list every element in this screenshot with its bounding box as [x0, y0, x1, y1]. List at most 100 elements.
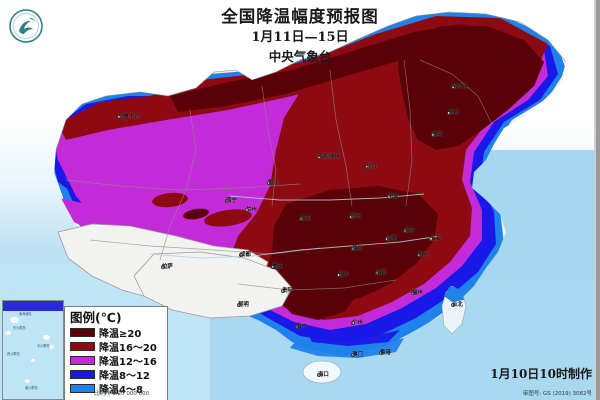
legend-rows: 降温≥20 降温16～20 降温12～16 降温8～12 降温4～8 — [70, 326, 163, 396]
legend-swatch — [70, 328, 95, 337]
inset-island-b — [5, 331, 11, 335]
inset-label-2: 中沙群岛 — [37, 344, 50, 348]
city-dot — [239, 253, 243, 257]
city-label: 南昌 — [376, 270, 387, 276]
city-dot — [281, 289, 285, 293]
legend-swatch — [70, 384, 95, 393]
city-dot — [375, 271, 379, 275]
inset-label-1: 东沙群岛 — [13, 326, 26, 330]
logo-inner-circle — [13, 13, 39, 39]
inset-island-c — [43, 335, 50, 340]
city-dot — [351, 321, 355, 325]
logo-swirl-icon — [19, 20, 33, 34]
legend-title: 图例(℃) — [70, 310, 122, 325]
scale-bar-text: 比例尺 1:20 000 000 — [94, 391, 150, 397]
city-dot — [379, 351, 383, 355]
logo-accent-icon — [30, 18, 35, 22]
city-label: 郑州 — [350, 214, 361, 220]
south-china-sea-inset-map: 南海诸岛 东沙群岛 中沙群岛 西沙群岛 南沙群岛 — [2, 300, 64, 400]
city-label: 哈尔滨 — [452, 84, 469, 90]
inset-island-f — [25, 379, 30, 383]
inset-label-0: 南海诸岛 — [19, 312, 32, 316]
legend-label: 降温≥20 — [99, 329, 142, 340]
city-dot — [161, 265, 165, 269]
city-dot — [317, 373, 321, 377]
city-dot — [299, 217, 303, 221]
city-label: 香港 — [380, 350, 391, 356]
pocket-16-20-b — [152, 192, 188, 208]
city-label: 北京 — [366, 164, 377, 170]
city-label: 武汉 — [352, 246, 363, 252]
rivers — [149, 193, 441, 259]
city-label: 长沙 — [338, 272, 349, 278]
inset-label-3: 西沙群岛 — [7, 352, 20, 356]
legend-label: 降温8～12 — [99, 371, 150, 382]
city-dot — [403, 229, 407, 233]
right-border-inner — [594, 0, 596, 400]
city-label: 银川 — [268, 180, 279, 186]
city-dot — [225, 199, 229, 203]
city-dot — [337, 273, 341, 277]
inset-cooling-strip — [3, 301, 63, 311]
city-label: 昆明 — [238, 302, 249, 308]
pocket-16-20-a — [204, 209, 252, 227]
logo-outer-circle — [9, 9, 43, 43]
right-border-strip — [596, 0, 600, 400]
city-dot — [365, 165, 369, 169]
city-label: 南宁 — [296, 324, 307, 330]
city-dot — [387, 195, 391, 199]
hainan-island — [302, 360, 342, 384]
city-label: 广州 — [352, 320, 363, 326]
city-dot — [417, 253, 421, 257]
city-label: 福州 — [412, 290, 423, 296]
legend-item: 降温12～16 — [70, 354, 163, 368]
city-label: 拉萨 — [162, 264, 173, 270]
city-dot — [451, 85, 455, 89]
city-label: 南京 — [404, 228, 415, 234]
legend-swatch — [70, 370, 95, 379]
temperature-drop-bands — [54, 12, 566, 356]
legend-swatch — [70, 342, 95, 351]
production-timestamp: 1月10日10时制作 — [490, 367, 592, 381]
city-label: 重庆 — [272, 264, 283, 270]
city-dot — [385, 237, 389, 241]
city-dot — [429, 237, 433, 241]
city-dot — [271, 265, 275, 269]
city-label: 杭州 — [418, 252, 429, 258]
cma-logo — [6, 6, 46, 46]
city-dot — [451, 303, 455, 307]
band-8-12-south-coast — [306, 330, 400, 346]
inset-label-4: 南沙群岛 — [25, 386, 38, 390]
city-label: 海口 — [318, 372, 329, 378]
city-dot — [237, 303, 241, 307]
city-dot — [267, 181, 271, 185]
legend-item: 降温8～12 — [70, 368, 163, 382]
city-label: 西宁 — [226, 198, 237, 204]
legend-item: 降温4～8 — [70, 382, 163, 396]
legend-label: 降温4～8 — [99, 385, 143, 396]
city-dot — [351, 247, 355, 251]
band-ge-20-northeast — [398, 26, 544, 150]
city-label: 成都 — [240, 252, 251, 258]
city-label: 呼和浩特 — [318, 154, 340, 160]
legend-label: 降温12～16 — [99, 357, 157, 368]
pocket-ge-20-west — [183, 208, 209, 220]
approval-number: 审图号: GS (2019) 3082号 — [522, 391, 592, 397]
band-ge-20-north — [170, 24, 486, 112]
city-dot — [447, 111, 451, 115]
taiwan-band-4-8 — [444, 286, 464, 302]
city-label: 澳门 — [352, 352, 363, 358]
city-label: 上海 — [430, 236, 441, 242]
legend-label: 降温16～20 — [99, 343, 157, 354]
city-label: 沈阳 — [432, 132, 443, 138]
city-dot — [117, 115, 121, 119]
inset-island-e — [31, 359, 35, 362]
city-dot — [349, 215, 353, 219]
city-label: 合肥 — [386, 236, 397, 242]
legend-box: 图例(℃) 降温≥20 降温16～20 降温12～16 降温8～12 降温4～8 — [64, 306, 168, 400]
city-dot — [351, 353, 355, 357]
city-label: 济南 — [388, 194, 399, 200]
city-dot — [411, 291, 415, 295]
city-dot — [295, 325, 299, 329]
